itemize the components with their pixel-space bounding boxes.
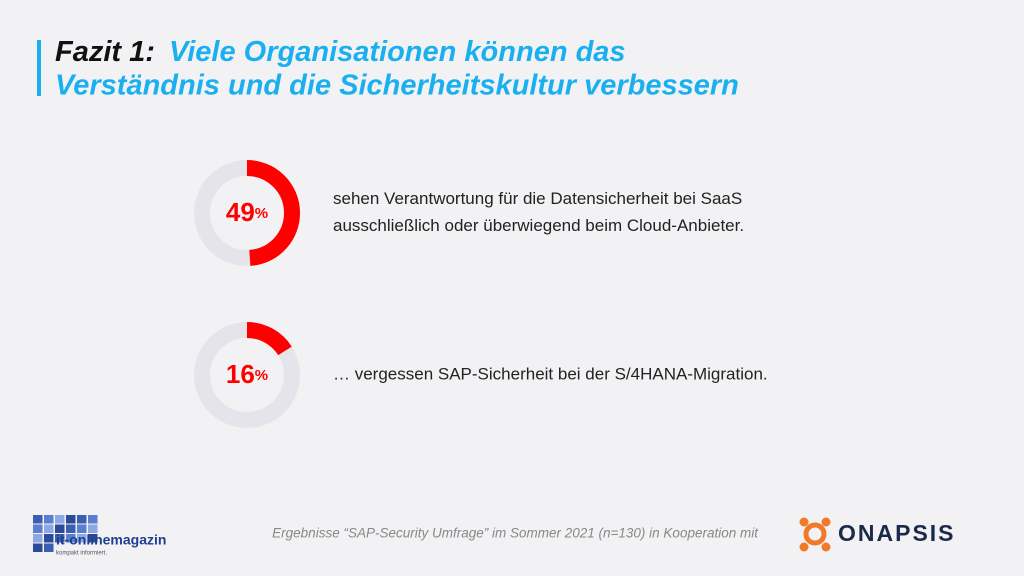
- donut-arc: [246, 322, 292, 356]
- logo-square: [55, 534, 65, 543]
- logo-square: [33, 524, 43, 533]
- title-text: Viele Organisationen können das: [169, 36, 626, 68]
- logo-square: [77, 534, 87, 543]
- title-prefix: Fazit 1:: [55, 36, 155, 68]
- logo-square: [44, 543, 54, 552]
- value-label: 16%: [226, 359, 268, 389]
- logo-left-tagline: kompakt informiert.: [56, 551, 107, 557]
- logo-square: [88, 515, 98, 524]
- logo-square: [33, 534, 43, 543]
- logo-square: [44, 524, 54, 533]
- logo-square: [66, 515, 76, 524]
- logo-left-name: it-onlinemagazin: [56, 532, 166, 548]
- logo-square: [77, 524, 87, 533]
- title-accent: [37, 40, 41, 96]
- logo-square: [55, 524, 65, 533]
- title-line: Verständnis und die Sicherheitskultur ve…: [55, 70, 739, 102]
- caption: sehen Verantwortung für die Datensicherh…: [333, 189, 742, 208]
- logo-square: [44, 515, 54, 524]
- source-note: Ergebnisse “SAP-Security Umfrage” im Som…: [272, 526, 759, 541]
- donut-arc: [246, 160, 300, 266]
- logo-square: [33, 543, 43, 552]
- logo-right-icon: [799, 517, 831, 552]
- logo-right: ONAPSIS: [838, 520, 956, 546]
- logo-square: [88, 534, 98, 543]
- logo-square: [55, 515, 65, 524]
- logo-square: [88, 524, 98, 533]
- logo-square: [33, 515, 43, 524]
- caption: … vergessen SAP-Sicherheit bei der S/4HA…: [333, 364, 768, 383]
- value-label: 49%: [226, 197, 268, 227]
- logo-square: [77, 515, 87, 524]
- logo-square: [44, 534, 54, 543]
- logo-left: [33, 515, 98, 552]
- title-line: Fazit 1: Viele Organisationen können das: [55, 36, 626, 68]
- logo-square: [66, 524, 76, 533]
- logo-square: [66, 534, 76, 543]
- caption: ausschließlich oder überwiegend beim Clo…: [333, 216, 744, 235]
